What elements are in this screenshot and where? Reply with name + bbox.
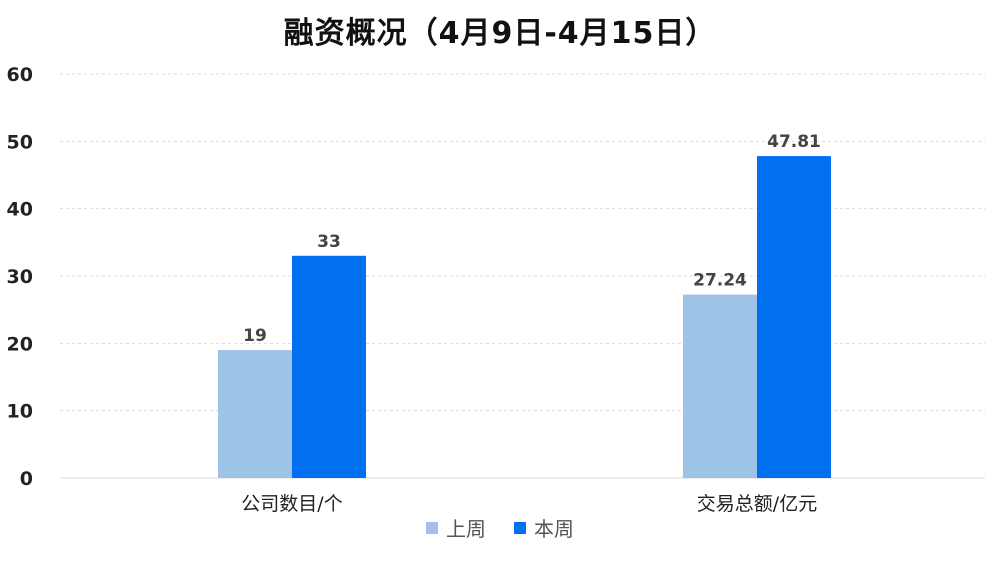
- x-tick-label: 交易总额/亿元: [697, 493, 817, 515]
- chart-title: 融资概况（4月9日-4月15日）: [283, 16, 717, 51]
- bar: [218, 350, 292, 478]
- y-tick-label: 50: [7, 131, 33, 153]
- legend-swatch-last-week: [426, 521, 438, 534]
- data-label: 47.81: [767, 132, 821, 152]
- data-label: 33: [317, 232, 341, 252]
- y-tick-label: 10: [7, 401, 33, 423]
- legend-label-this-week: 本周: [534, 517, 574, 541]
- bar: [683, 294, 757, 478]
- y-tick-label: 30: [7, 266, 33, 288]
- legend-item-this-week: 本周: [514, 513, 574, 542]
- y-tick-label: 40: [7, 199, 33, 221]
- x-tick-label: 公司数目/个: [241, 493, 342, 515]
- y-axis-ticks: 0 10 20 30 40 50 60: [7, 64, 33, 490]
- x-axis-ticks: 公司数目/个 交易总额/亿元: [241, 493, 817, 515]
- bar: [757, 156, 831, 478]
- y-tick-label: 20: [7, 333, 33, 355]
- data-label: 27.24: [693, 271, 747, 291]
- gridlines: [60, 73, 985, 479]
- data-label: 19: [243, 326, 267, 346]
- legend-swatch-this-week: [514, 521, 526, 534]
- legend-label-last-week: 上周: [446, 517, 486, 541]
- legend: 上周 本周: [0, 513, 1000, 542]
- legend-item-last-week: 上周: [426, 513, 486, 542]
- data-labels: 19 27.24 33 47.81: [243, 132, 821, 346]
- y-tick-label: 0: [20, 468, 33, 490]
- bars: [218, 156, 831, 478]
- y-tick-label: 60: [7, 64, 33, 86]
- bar: [292, 255, 366, 478]
